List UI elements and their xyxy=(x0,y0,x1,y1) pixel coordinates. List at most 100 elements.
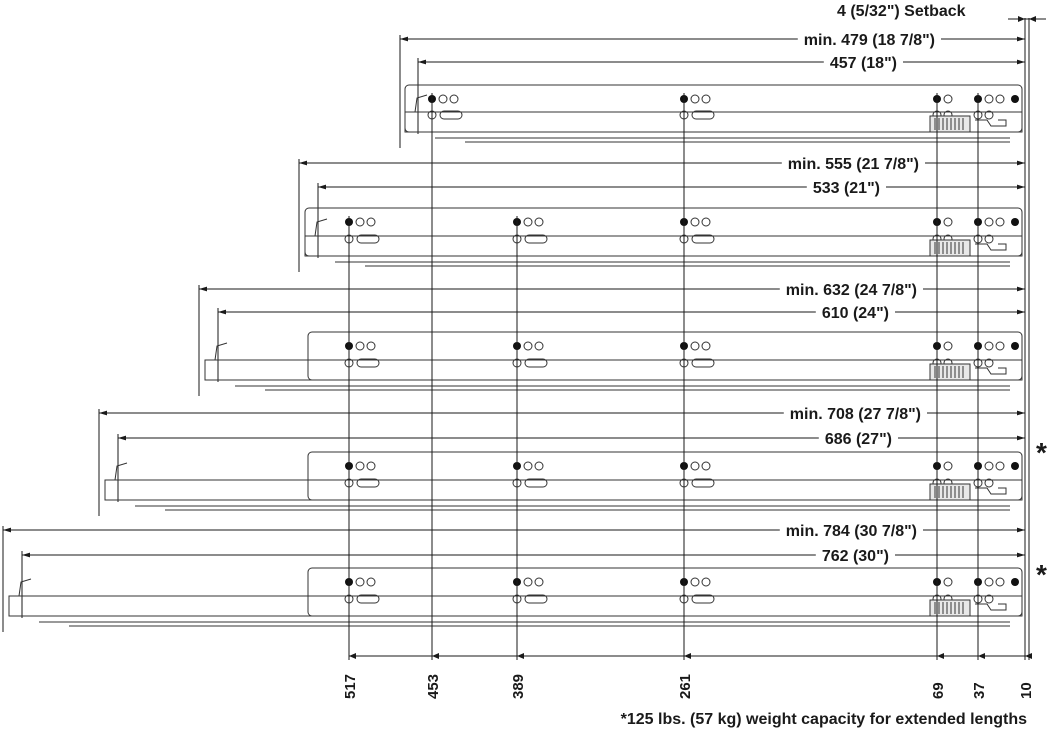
mounting-hole xyxy=(943,341,953,351)
mounting-hole xyxy=(534,461,544,471)
label-knockout xyxy=(779,281,923,300)
slot-hole xyxy=(984,478,994,488)
mounting-hole xyxy=(701,577,711,587)
length-label: 686 (27") xyxy=(825,431,892,448)
extended-length-star: * xyxy=(1036,437,1047,468)
mounting-hole xyxy=(943,94,953,104)
position-label: 10 xyxy=(1018,682,1035,699)
slot-hole xyxy=(984,358,994,368)
locking-device xyxy=(929,363,971,381)
mounting-hole xyxy=(995,217,1005,227)
slot-elongated xyxy=(691,234,715,244)
min-length-label: min. 555 (21 7/8") xyxy=(788,156,919,173)
position-arrow xyxy=(517,653,524,659)
slide-4: min. 708 (27 7/8") 686 (27") * xyxy=(98,405,1047,516)
slide-drawer-member xyxy=(404,111,1023,133)
label-knockout xyxy=(815,304,895,323)
mounting-hole xyxy=(690,217,700,227)
mounting-hole xyxy=(366,341,376,351)
mounting-hole xyxy=(943,461,953,471)
mounting-hole xyxy=(534,341,544,351)
mounting-hole xyxy=(701,461,711,471)
slot-elongated xyxy=(691,358,715,368)
slide-1: min. 479 (18 7/8") 457 (18") xyxy=(399,31,1025,148)
setback-arrow-left xyxy=(1018,16,1025,22)
setback-arrow-right xyxy=(1029,16,1036,22)
mounting-hole xyxy=(995,577,1005,587)
slot-elongated xyxy=(524,234,548,244)
mounting-hole xyxy=(355,341,365,351)
min-length-label: min. 632 (24 7/8") xyxy=(786,282,917,299)
mounting-hole-filled xyxy=(1011,95,1019,103)
mounting-hole xyxy=(366,461,376,471)
slot-hole xyxy=(984,110,994,120)
label-knockout xyxy=(783,405,927,424)
mounting-hole xyxy=(355,577,365,587)
position-arrow xyxy=(1025,653,1032,659)
mounting-hole xyxy=(523,577,533,587)
locking-device xyxy=(929,483,971,501)
position-label: 453 xyxy=(425,674,442,699)
rear-hook xyxy=(114,462,128,481)
slot-hole xyxy=(984,594,994,604)
mounting-hole xyxy=(690,94,700,104)
slide-2: min. 555 (21 7/8") 533 (21") xyxy=(298,155,1025,272)
mounting-hole xyxy=(523,341,533,351)
mounting-hole xyxy=(449,94,459,104)
mounting-hole xyxy=(984,94,994,104)
mounting-hole xyxy=(701,94,711,104)
slide-drawer-member xyxy=(8,595,1023,617)
slide-cabinet-member xyxy=(304,207,1023,257)
locking-device xyxy=(929,239,971,257)
slide-5: min. 784 (30 7/8") 762 (30") * xyxy=(2,522,1047,632)
mounting-hole xyxy=(995,461,1005,471)
slot-elongated xyxy=(439,110,463,120)
min-length-label: min. 708 (27 7/8") xyxy=(790,406,921,423)
rear-hook xyxy=(414,94,428,113)
slide-cabinet-member xyxy=(404,84,1023,133)
mounting-hole xyxy=(984,217,994,227)
slot-elongated xyxy=(691,110,715,120)
label-knockout xyxy=(815,547,895,566)
mounting-hole xyxy=(523,217,533,227)
slot-elongated xyxy=(356,594,380,604)
slot-elongated xyxy=(524,594,548,604)
mounting-hole xyxy=(355,217,365,227)
rear-latch xyxy=(975,603,1007,611)
rear-latch xyxy=(975,119,1007,127)
label-knockout xyxy=(818,430,898,449)
rear-hook xyxy=(18,578,32,597)
locking-device xyxy=(929,115,971,133)
slot-elongated xyxy=(691,478,715,488)
slot-elongated xyxy=(356,478,380,488)
position-arrow xyxy=(432,653,439,659)
mounting-hole xyxy=(943,577,953,587)
mounting-hole xyxy=(701,217,711,227)
length-label: 533 (21") xyxy=(813,180,880,197)
position-arrow xyxy=(937,653,944,659)
slide-cabinet-member xyxy=(307,331,1023,381)
mounting-hole-filled xyxy=(1011,218,1019,226)
position-arrow xyxy=(684,653,691,659)
mounting-hole xyxy=(690,577,700,587)
position-label: 389 xyxy=(510,674,527,699)
mounting-hole-filled xyxy=(1011,578,1019,586)
position-arrow xyxy=(978,653,985,659)
position-label: 69 xyxy=(930,682,947,699)
mounting-hole xyxy=(984,577,994,587)
rear-latch xyxy=(975,243,1007,251)
mounting-hole xyxy=(984,341,994,351)
mounting-hole xyxy=(984,461,994,471)
slide-cabinet-member xyxy=(307,567,1023,617)
slide-cabinet-member xyxy=(307,451,1023,501)
mounting-hole xyxy=(995,94,1005,104)
rear-latch xyxy=(975,487,1007,495)
mounting-hole xyxy=(355,461,365,471)
mounting-hole xyxy=(690,341,700,351)
mounting-hole-filled xyxy=(1011,342,1019,350)
slot-elongated xyxy=(356,358,380,368)
slide-drawer-member xyxy=(204,359,1023,381)
slide-drawer-member xyxy=(304,235,1023,257)
rear-hook xyxy=(214,342,228,361)
